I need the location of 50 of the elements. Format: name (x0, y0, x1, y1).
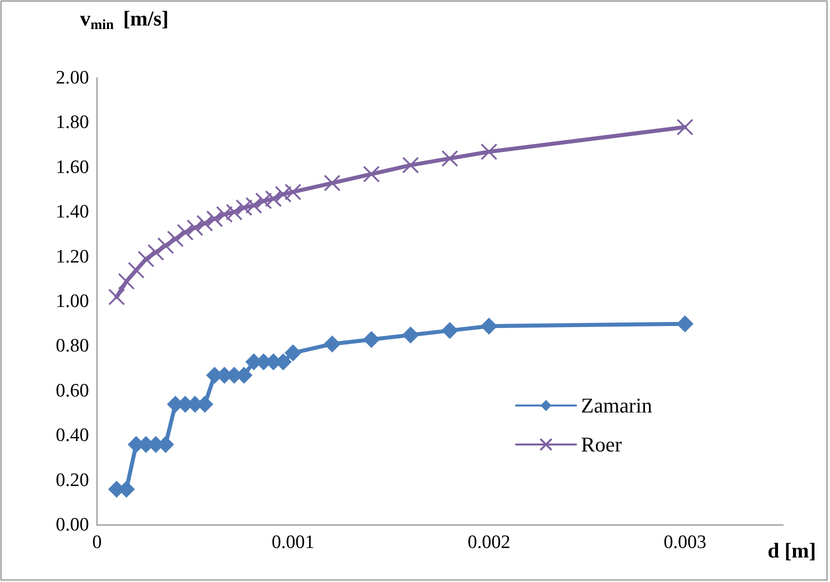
point (402, 156, 419, 174)
y-tick-label: 0.40 (56, 425, 89, 446)
point (274, 186, 292, 203)
legend-label: Zamarin (581, 394, 653, 418)
point (108, 288, 125, 306)
point (480, 318, 498, 335)
point (118, 272, 135, 290)
y-tick-label: 2.00 (56, 68, 89, 88)
x-tick-label: 0.001 (272, 532, 314, 553)
point (255, 192, 272, 210)
y-tick-label: 1.00 (56, 291, 89, 312)
point (441, 150, 458, 167)
point (363, 166, 380, 183)
y-tick-label: 1.60 (56, 156, 89, 178)
point (206, 210, 223, 228)
point (157, 237, 174, 254)
point (176, 224, 194, 241)
y-tick-label: 0.00 (56, 514, 89, 536)
point (480, 143, 498, 160)
point (186, 219, 204, 236)
y-tick-label: 0.60 (56, 380, 89, 402)
point (265, 190, 282, 208)
point (138, 250, 154, 268)
legend-label: Roer (581, 432, 622, 456)
point (167, 230, 184, 248)
point (147, 244, 164, 261)
point (236, 199, 252, 216)
x-axis-title: d [m] (768, 538, 816, 562)
point (324, 174, 341, 192)
point (128, 262, 145, 279)
point (676, 315, 694, 332)
x-tick-label: 0.003 (664, 532, 706, 553)
point (676, 118, 694, 136)
point (216, 206, 233, 223)
y-tick-label: 0.20 (56, 470, 89, 491)
y-tick-label: 1.40 (56, 202, 89, 223)
point (441, 322, 458, 340)
point (362, 330, 380, 348)
y-tick-label: 0.80 (56, 336, 89, 357)
point (226, 204, 243, 220)
y-tick-label: 1.80 (56, 112, 89, 134)
x-tick-label: 0 (92, 532, 102, 553)
x-tick-label: 0.002 (468, 532, 510, 553)
point (284, 184, 302, 200)
point (196, 214, 214, 232)
point (245, 196, 262, 214)
point (402, 326, 420, 344)
point (324, 335, 341, 352)
point (284, 344, 302, 362)
y-tick-label: 1.20 (56, 246, 89, 268)
